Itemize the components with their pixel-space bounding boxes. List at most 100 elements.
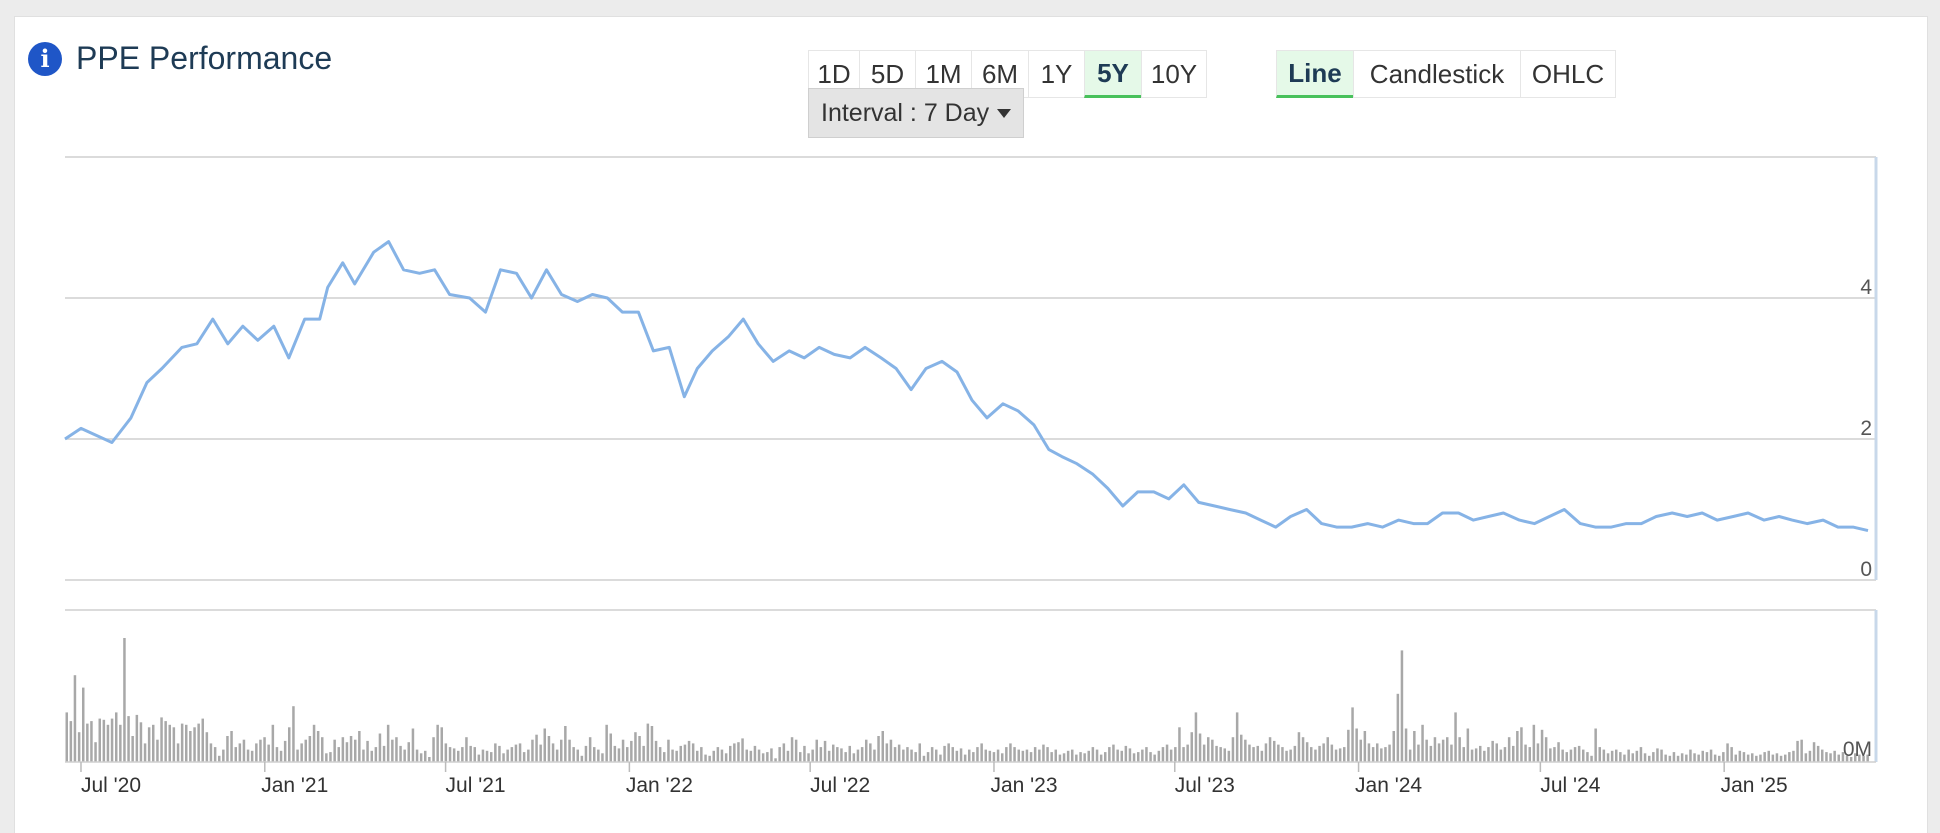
range-button-1y[interactable]: 1Y (1028, 50, 1085, 98)
volume-bar (1837, 754, 1840, 762)
volume-bar (1141, 749, 1144, 762)
volume-bar (1219, 747, 1222, 762)
volume-bar (568, 739, 571, 762)
volume-bar (729, 745, 732, 762)
volume-bar (94, 742, 97, 762)
volume-bar (1437, 743, 1441, 762)
volume-bar (1722, 752, 1725, 762)
volume-bar (716, 747, 720, 762)
volume-bar (1549, 748, 1552, 762)
volume-bar (1334, 749, 1338, 762)
volume-bar (1033, 747, 1037, 762)
volume-bar (440, 727, 443, 762)
volume-bar (345, 742, 349, 762)
volume-bar (1297, 732, 1301, 762)
volume-bar (593, 747, 596, 762)
volume-bar (1153, 754, 1156, 762)
volume-bar (1050, 752, 1053, 762)
volume-bar (588, 737, 592, 762)
volume-bar (341, 737, 345, 762)
volume-bar (1454, 712, 1457, 762)
volume-bar (1363, 731, 1367, 762)
volume-bar (1726, 743, 1729, 762)
volume-bar (506, 749, 509, 762)
volume-bar (152, 724, 155, 762)
volume-bar (1738, 750, 1742, 762)
volume-bar (312, 724, 316, 762)
volume-bar (584, 745, 588, 762)
info-icon[interactable]: i (28, 41, 62, 76)
volume-bar (1330, 744, 1334, 762)
volume-bar (164, 721, 167, 762)
volume-bar (1536, 743, 1540, 762)
volume-bar (1075, 754, 1078, 762)
volume-bar (143, 743, 147, 762)
volume-bar (1367, 743, 1371, 762)
volume-bar (943, 745, 946, 762)
x-tick-label: Jan '24 (1355, 774, 1422, 797)
volume-bar (832, 744, 835, 762)
volume-bar (279, 750, 283, 762)
volume-bar (325, 753, 328, 762)
volume-bar (1371, 747, 1375, 762)
volume-bar (700, 747, 703, 762)
volume-bar (469, 745, 472, 762)
x-tick-label: Jan '23 (990, 774, 1057, 797)
volume-bar (790, 737, 794, 762)
volume-bar (844, 752, 847, 762)
volume-bar (1540, 729, 1544, 762)
volume-bar (815, 739, 818, 762)
volume-bar (840, 748, 843, 762)
volume-bar (531, 739, 534, 762)
volume-bar (386, 724, 390, 762)
volume-bar (102, 719, 106, 762)
volume-bar (1458, 737, 1461, 762)
volume-bar (1322, 743, 1325, 762)
volume-bar (263, 737, 266, 762)
volume-bar (374, 747, 378, 762)
volume-bar (1619, 752, 1622, 762)
chart-type-button-ohlc[interactable]: OHLC (1520, 50, 1616, 98)
volume-bar (827, 750, 831, 762)
volume-bar (1351, 707, 1354, 762)
volume-bar (1804, 753, 1808, 762)
volume-bar (1198, 733, 1202, 762)
volume-bar (601, 753, 604, 762)
range-button-10y[interactable]: 10Y (1141, 50, 1207, 98)
volume-bar (1639, 747, 1643, 762)
interval-dropdown[interactable]: Interval : 7 Day (808, 88, 1025, 138)
volume-bar (1347, 729, 1350, 762)
volume-tick-label: 0M (1843, 738, 1872, 761)
volume-bar (1779, 755, 1783, 762)
volume-bar (1425, 739, 1428, 762)
volume-bar (1145, 747, 1148, 762)
volume-bar (704, 754, 707, 762)
volume-bar (1429, 745, 1433, 762)
volume-bar (308, 736, 312, 762)
volume-bar (127, 716, 130, 762)
volume-bar (1672, 752, 1676, 762)
volume-bar (877, 736, 880, 762)
chart-type-button-candlestick[interactable]: Candlestick (1353, 50, 1521, 98)
volume-bar (1755, 755, 1758, 762)
volume-bar (535, 734, 538, 762)
volume-bar (1408, 749, 1412, 762)
volume-bar (774, 758, 777, 762)
volume-bar (69, 721, 73, 762)
volume-bar (354, 739, 357, 762)
chart-type-button-line[interactable]: Line (1276, 50, 1354, 98)
volume-bar (547, 736, 551, 762)
volume-bar (1602, 749, 1606, 762)
volume-bar (267, 744, 270, 762)
volume-bar (218, 755, 221, 762)
volume-bar (617, 748, 621, 762)
volume-bar (115, 712, 118, 762)
volume-bar (856, 749, 860, 762)
volume-bar (1211, 739, 1214, 762)
volume-bar (391, 739, 394, 762)
volume-bar (255, 743, 258, 762)
volume-bar (1528, 747, 1531, 762)
volume-bar (457, 750, 460, 762)
volume-bar (671, 749, 674, 762)
volume-bar (65, 712, 68, 762)
